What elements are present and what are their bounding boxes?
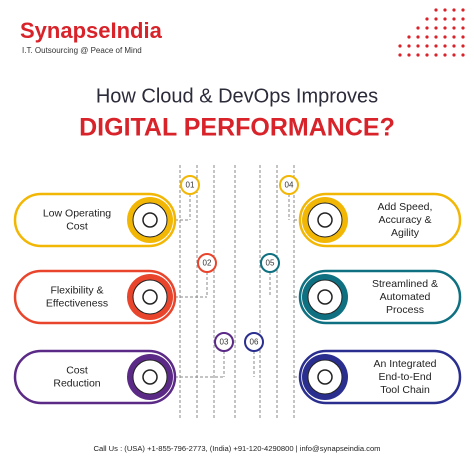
title-line2: DIGITAL PERFORMANCE? xyxy=(79,114,395,142)
card-label: Low Operating xyxy=(43,207,111,219)
dot xyxy=(425,26,429,30)
dot xyxy=(434,44,438,48)
dot xyxy=(416,44,420,48)
dot xyxy=(425,35,429,39)
card-label: Reduction xyxy=(53,377,100,389)
number-badge xyxy=(180,175,200,195)
icon-glyph xyxy=(317,369,333,385)
number-badge xyxy=(197,253,217,273)
icon-glyph xyxy=(317,212,333,228)
card-label: Add Speed, xyxy=(378,201,433,213)
number-badge xyxy=(214,332,234,352)
number: 01 xyxy=(186,181,195,190)
footer: Call Us : (USA) +1-855-796-2773, (India)… xyxy=(93,444,380,453)
dot xyxy=(416,53,420,57)
card-label: Effectiveness xyxy=(46,297,108,309)
dot xyxy=(434,53,438,57)
card-label: Process xyxy=(386,304,424,316)
dot xyxy=(443,8,447,12)
dot xyxy=(398,44,402,48)
dot xyxy=(407,53,411,57)
dot xyxy=(452,8,456,12)
dot xyxy=(416,26,420,30)
number-badge xyxy=(260,253,280,273)
card-label: Tool Chain xyxy=(380,384,430,396)
card-label: Cost xyxy=(66,364,88,376)
dot xyxy=(461,26,465,30)
number: 05 xyxy=(266,259,275,268)
icon-bg xyxy=(307,279,343,315)
dot xyxy=(434,8,438,12)
number: 03 xyxy=(220,338,229,347)
dot xyxy=(434,35,438,39)
dot xyxy=(434,17,438,21)
brand: SynapseIndia xyxy=(20,18,163,43)
icon-glyph xyxy=(142,289,158,305)
icon-glyph xyxy=(142,212,158,228)
dot xyxy=(461,44,465,48)
dot xyxy=(425,53,429,57)
dot xyxy=(407,35,411,39)
dot xyxy=(416,35,420,39)
card-label: Accuracy & xyxy=(378,214,431,226)
dot xyxy=(461,35,465,39)
dot xyxy=(443,35,447,39)
dot xyxy=(434,26,438,30)
dot xyxy=(443,53,447,57)
dot xyxy=(452,35,456,39)
tagline: I.T. Outsourcing @ Peace of Mind xyxy=(22,46,142,55)
icon-bg xyxy=(132,279,168,315)
card-label: Flexibility & xyxy=(50,284,103,296)
card-label: Automated xyxy=(380,291,431,303)
card-label: End-to-End xyxy=(378,371,431,383)
dot xyxy=(461,8,465,12)
icon-bg xyxy=(132,202,168,238)
dot xyxy=(461,53,465,57)
icon-glyph xyxy=(142,369,158,385)
number-badge xyxy=(244,332,264,352)
dot-pattern xyxy=(398,8,465,57)
dot xyxy=(425,17,429,21)
icon-glyph xyxy=(317,289,333,305)
dot xyxy=(461,17,465,21)
card-label: An Integrated xyxy=(373,358,436,370)
card-label: Cost xyxy=(66,220,88,232)
dot xyxy=(452,26,456,30)
number-badge xyxy=(279,175,299,195)
number: 04 xyxy=(285,181,294,190)
card-label: Streamlined & xyxy=(372,278,438,290)
icon-bg xyxy=(132,359,168,395)
dot xyxy=(452,17,456,21)
card-label: Agility xyxy=(391,227,420,239)
number: 02 xyxy=(203,259,212,268)
dot xyxy=(398,53,402,57)
dot xyxy=(452,53,456,57)
number: 06 xyxy=(250,338,259,347)
title-line1: How Cloud & DevOps Improves xyxy=(96,85,378,107)
dot xyxy=(443,17,447,21)
icon-bg xyxy=(307,359,343,395)
icon-bg xyxy=(307,202,343,238)
dot xyxy=(443,44,447,48)
dot xyxy=(425,44,429,48)
dot xyxy=(407,44,411,48)
dot xyxy=(452,44,456,48)
dot xyxy=(443,26,447,30)
